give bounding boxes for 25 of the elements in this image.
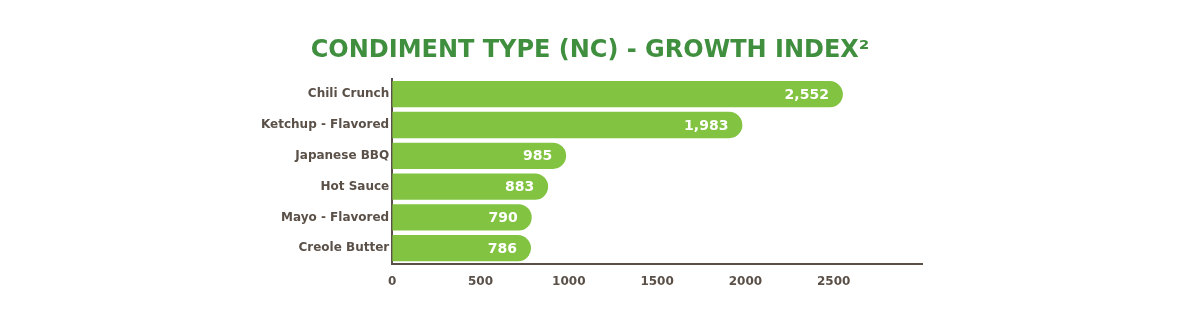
data-label: 985 bbox=[522, 147, 553, 164]
bar bbox=[392, 235, 532, 262]
y-tick-label: Ketchup - Flavored bbox=[260, 117, 390, 132]
bar bbox=[392, 173, 549, 200]
x-tick-label: 2000 bbox=[728, 273, 763, 288]
y-tick-label: Mayo - Flavored bbox=[281, 209, 390, 224]
bar bbox=[392, 204, 532, 231]
data-label: 1,983 bbox=[684, 116, 729, 133]
y-tick-label: Creole Butter bbox=[298, 240, 390, 255]
x-tick-label: 0 bbox=[388, 273, 397, 288]
chart-title: CONDIMENT TYPE (NC) - GROWTH INDEX² bbox=[310, 34, 870, 63]
y-tick-label: Japanese BBQ bbox=[294, 147, 390, 162]
x-tick-label: 2500 bbox=[817, 273, 851, 288]
data-label: 2,552 bbox=[784, 85, 829, 102]
data-label: 786 bbox=[487, 239, 518, 256]
bar bbox=[392, 142, 567, 169]
data-label: 883 bbox=[504, 178, 535, 195]
data-label: 790 bbox=[488, 209, 518, 226]
y-tick-label: Hot Sauce bbox=[320, 178, 390, 193]
x-tick-label: 500 bbox=[467, 273, 494, 288]
x-tick-label: 1000 bbox=[552, 273, 586, 288]
bar bbox=[392, 81, 843, 108]
bar bbox=[392, 111, 743, 139]
x-tick-label: 1500 bbox=[640, 273, 674, 288]
y-tick-label: Chili Crunch bbox=[307, 86, 390, 101]
